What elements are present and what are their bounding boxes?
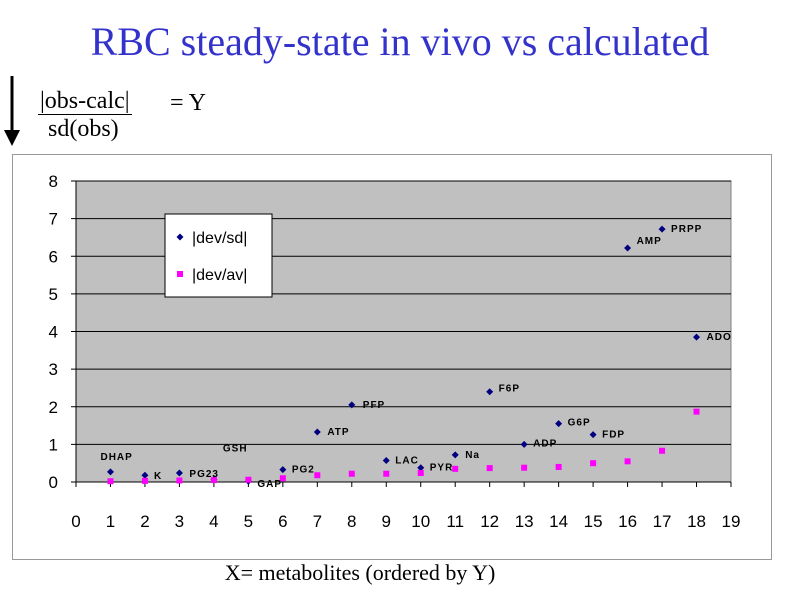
metabolite-label: G6P — [568, 418, 591, 429]
y-tick-label: 6 — [49, 247, 58, 266]
metabolite-label: PG2 — [292, 465, 315, 476]
x-tick-label: 9 — [382, 512, 391, 531]
metabolite-label: PYR — [430, 463, 454, 474]
x-tick-label: 5 — [244, 512, 253, 531]
x-tick-label: 13 — [515, 512, 534, 531]
x-tick-label: 0 — [71, 512, 80, 531]
formula-rhs: = Y — [170, 90, 206, 116]
data-point — [107, 478, 114, 485]
data-point — [141, 471, 149, 479]
x-tick-label: 1 — [106, 512, 115, 531]
data-point — [520, 440, 528, 448]
data-point — [486, 465, 493, 472]
x-tick-label: 2 — [140, 512, 149, 531]
data-point — [279, 466, 287, 474]
y-tick-label: 0 — [49, 473, 58, 492]
data-point — [555, 463, 562, 470]
metabolite-label: ADO — [707, 332, 732, 343]
y-tick-label: 7 — [49, 210, 58, 229]
data-point — [624, 458, 631, 465]
x-tick-label: 7 — [313, 512, 322, 531]
data-point — [452, 465, 459, 472]
data-point — [383, 470, 390, 477]
metabolite-label: GSH — [223, 443, 248, 454]
data-point — [693, 333, 701, 341]
metabolite-label: DHAP — [100, 452, 132, 463]
x-axis-caption: X= metabolites (ordered by Y) — [224, 560, 496, 585]
metabolite-label: LAC — [395, 456, 419, 467]
x-tick-label: 17 — [653, 512, 672, 531]
x-tick-label: 6 — [278, 512, 287, 531]
x-tick-label: 11 — [446, 512, 464, 531]
y-tick-label: 4 — [49, 323, 58, 342]
metabolite-label: AMP — [637, 236, 662, 247]
data-point — [175, 469, 183, 477]
data-point — [658, 225, 666, 233]
x-tick-label: 12 — [480, 512, 499, 531]
data-point — [313, 428, 321, 436]
metabolite-label: F6P — [499, 384, 520, 395]
data-point — [382, 457, 390, 465]
metabolite-label: GAP — [257, 479, 282, 490]
data-point — [210, 477, 217, 484]
data-point — [141, 477, 148, 484]
formula-denominator: sd(obs) — [48, 116, 119, 142]
metabolite-label: ATP — [327, 427, 349, 438]
y-tick-label: 5 — [49, 285, 58, 304]
data-point — [314, 472, 321, 479]
metabolite-label: Na — [465, 450, 480, 461]
legend-label: |dev/av| — [192, 267, 247, 284]
metabolite-label: PFP — [363, 400, 385, 411]
formula-numerator: |obs-calc| — [38, 88, 132, 115]
data-point — [521, 464, 528, 471]
data-point — [176, 477, 183, 484]
legend-box — [164, 213, 273, 298]
x-tick-label: 10 — [411, 512, 430, 531]
x-tick-label: 4 — [209, 512, 218, 531]
legend-label: |dev/sd| — [192, 230, 247, 247]
data-point — [590, 460, 597, 467]
data-point — [624, 244, 632, 252]
data-point — [417, 469, 424, 476]
data-point — [279, 475, 286, 482]
legend-marker — [176, 233, 184, 241]
x-tick-label: 19 — [722, 512, 741, 531]
metabolite-label: PRPP — [671, 224, 702, 235]
y-tick-label: 3 — [49, 360, 58, 379]
data-point — [348, 401, 356, 409]
metabolite-label: ADP — [533, 438, 557, 449]
data-point — [589, 431, 597, 439]
data-point — [245, 476, 252, 483]
x-tick-label: 3 — [175, 512, 184, 531]
slide-title: RBC steady-state in vivo vs calculated — [90, 19, 710, 64]
data-point — [555, 420, 563, 428]
y-tick-label: 1 — [49, 435, 58, 454]
metabolite-label: FDP — [602, 430, 625, 441]
x-tick-label: 15 — [584, 512, 603, 531]
metabolite-label: PG23 — [189, 469, 219, 480]
x-tick-label: 8 — [347, 512, 356, 531]
data-point — [659, 447, 666, 454]
data-point — [106, 468, 114, 476]
data-point — [348, 470, 355, 477]
data-point — [451, 451, 459, 459]
data-point — [693, 408, 700, 415]
down-arrow-icon — [4, 76, 20, 146]
x-tick-label: 18 — [687, 512, 706, 531]
legend-marker — [177, 271, 183, 277]
data-point — [486, 388, 494, 396]
x-tick-label: 14 — [549, 512, 568, 531]
x-tick-label: 16 — [618, 512, 637, 531]
data-point — [417, 464, 425, 472]
y-tick-label: 8 — [49, 172, 58, 191]
y-tick-label: 2 — [49, 398, 58, 417]
metabolite-label: K — [154, 471, 162, 482]
